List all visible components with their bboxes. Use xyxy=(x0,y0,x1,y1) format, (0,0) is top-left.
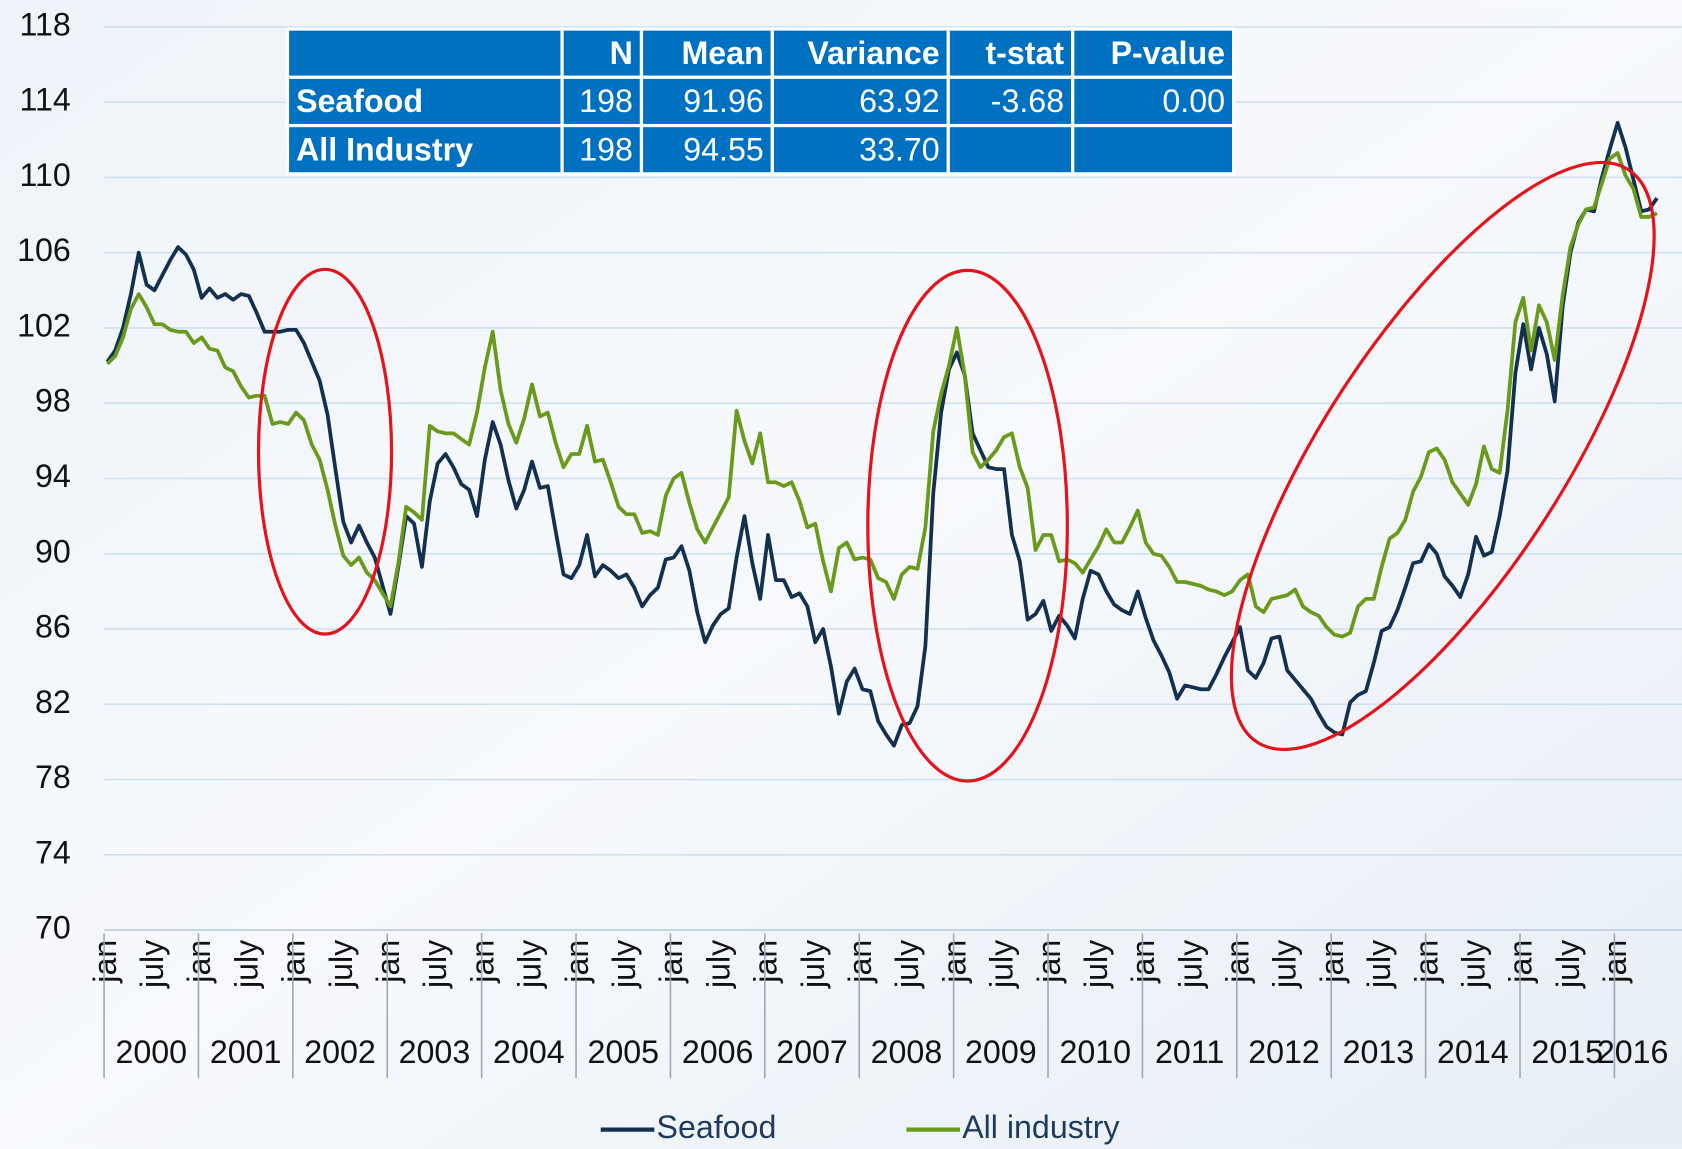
highlight-ellipse xyxy=(866,268,1069,783)
x-tick-label: july xyxy=(1550,939,1586,989)
table-value: 91.96 xyxy=(683,83,764,119)
table-value: 33.70 xyxy=(859,131,940,167)
legend-label: Seafood xyxy=(656,1109,776,1145)
y-tick-label: 114 xyxy=(20,82,71,118)
y-tick-label: 102 xyxy=(17,307,71,343)
y-tick-label: 90 xyxy=(35,533,71,569)
row-label: All Industry xyxy=(296,131,473,167)
table-value: 0.00 xyxy=(1162,83,1225,119)
x-tick-label: july xyxy=(323,939,359,989)
y-tick-label: 70 xyxy=(35,910,71,946)
year-label: 2004 xyxy=(493,1034,565,1070)
x-tick-label: july xyxy=(1361,939,1397,989)
highlight-ellipse xyxy=(256,267,394,636)
year-label: 2015 xyxy=(1531,1034,1603,1070)
legend: Seafood All industry xyxy=(600,1109,1120,1145)
legend-label: All industry xyxy=(962,1109,1120,1145)
y-tick-label: 94 xyxy=(35,458,71,494)
column-header: N xyxy=(610,35,633,71)
table-value: 94.55 xyxy=(683,131,764,167)
highlights xyxy=(256,160,1656,783)
year-label: 2007 xyxy=(776,1034,848,1070)
column-header: Variance xyxy=(807,35,939,71)
table-cell xyxy=(1071,75,1236,128)
table-cell xyxy=(946,123,1075,176)
table-cell xyxy=(770,27,950,79)
year-label: 2009 xyxy=(965,1034,1037,1070)
table-cell xyxy=(946,27,1075,79)
lines xyxy=(105,120,1659,748)
x-tick-label: july xyxy=(795,939,831,989)
year-label: 2008 xyxy=(871,1034,943,1070)
column-header: Mean xyxy=(682,35,764,71)
x-tick-label: july xyxy=(700,939,736,989)
table-value: 198 xyxy=(579,131,633,167)
grid xyxy=(104,26,1682,931)
highlight-ellipse xyxy=(1229,160,1656,752)
x-tick-label: july xyxy=(228,939,264,989)
year-label: 2011 xyxy=(1155,1034,1224,1070)
series-line xyxy=(105,120,1659,748)
year-label: 2016 xyxy=(1597,1034,1669,1070)
x-tick-label: july xyxy=(1456,939,1492,989)
year-label: 2001 xyxy=(210,1034,282,1070)
x-tick-label: july xyxy=(1172,939,1208,989)
year-label: 2000 xyxy=(115,1034,187,1070)
row-label: Seafood xyxy=(296,83,423,119)
table-value: -3.68 xyxy=(991,83,1064,119)
table-cell xyxy=(285,27,564,79)
year-label: 2014 xyxy=(1437,1034,1509,1070)
y-tick-label: 74 xyxy=(35,834,71,870)
series-line xyxy=(105,151,1658,639)
x-tick-label: july xyxy=(984,939,1020,989)
year-label: 2002 xyxy=(304,1034,376,1070)
column-header: P-value xyxy=(1111,35,1225,71)
x-tick-label: july xyxy=(417,939,453,989)
y-tick-label: 106 xyxy=(17,232,71,268)
x-tick-label: july xyxy=(1267,939,1303,989)
year-label: 2013 xyxy=(1343,1034,1415,1070)
x-tick-label: july xyxy=(1078,939,1114,989)
year-label: 2006 xyxy=(682,1034,754,1070)
y-tick-label: 82 xyxy=(35,684,71,720)
table-cell xyxy=(560,75,644,128)
stats-table: N Mean Variance t-stat P-value Seafood 198 91.9… xyxy=(285,27,1236,176)
year-label: 2005 xyxy=(587,1034,659,1070)
table-cell xyxy=(285,75,564,128)
table-value: 198 xyxy=(579,83,633,119)
x-tick-label: july xyxy=(512,939,548,989)
y-tick-label: 118 xyxy=(20,6,71,42)
x-tick-label: july xyxy=(606,939,642,989)
table-cell xyxy=(639,75,774,128)
column-header: t-stat xyxy=(985,35,1064,71)
table-cell xyxy=(285,123,564,176)
x-tick-label: july xyxy=(134,939,170,989)
table-cell xyxy=(560,123,644,176)
x-tick-label: july xyxy=(889,939,925,989)
year-label: 2012 xyxy=(1248,1034,1320,1070)
year-label: 2010 xyxy=(1059,1034,1131,1070)
table-value: 63.92 xyxy=(859,83,940,119)
y-tick-label: 98 xyxy=(35,383,71,419)
y-tick-label: 86 xyxy=(35,609,71,645)
table-cell xyxy=(1071,123,1236,176)
y-tick-label: 110 xyxy=(20,157,71,193)
y-tick-label: 78 xyxy=(35,759,71,795)
year-label: 2003 xyxy=(399,1034,471,1070)
